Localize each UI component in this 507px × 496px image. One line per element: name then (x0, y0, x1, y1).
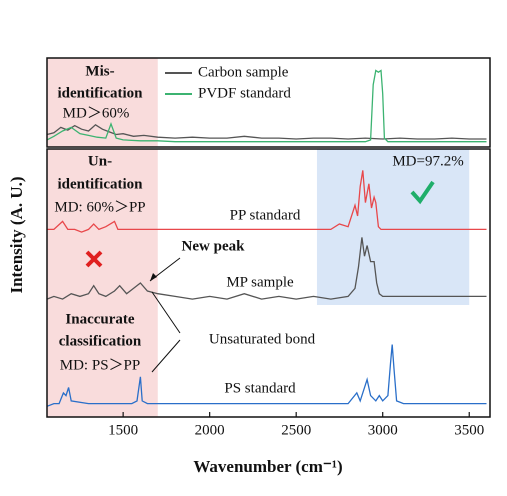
shaded-region (47, 58, 158, 147)
y-axis-label: Intensity (A. U.) (7, 176, 26, 293)
bottom-frame (46, 148, 491, 418)
annotation: Inaccurate (65, 311, 134, 327)
lines (46, 69, 487, 407)
x-axis-label: Wavenumber (cm⁻¹) (193, 457, 342, 476)
check-icon (410, 180, 435, 205)
series-label: PS standard (224, 380, 296, 396)
annotation: identification (58, 176, 144, 192)
x-tick-label: 2000 (195, 422, 225, 438)
annotation: identification (58, 85, 144, 101)
annotation: MD＞60% (63, 105, 130, 121)
annotation: MD: 60%＞PP (54, 199, 145, 215)
x-tick-label: 2500 (281, 422, 311, 438)
legend-label: Carbon sample (198, 64, 289, 80)
pointer-lines (151, 291, 181, 373)
spectrum-line (47, 170, 487, 233)
x-tick-label: 1500 (108, 422, 138, 438)
series-label: MP sample (226, 274, 294, 290)
spectrum-line (46, 237, 487, 300)
annotation: classification (59, 333, 142, 349)
shaded-region (47, 149, 158, 417)
top-frame (46, 57, 491, 148)
annotation: New peak (182, 238, 246, 254)
spectrum-line (46, 344, 487, 407)
annotation: Mis- (85, 63, 114, 79)
annotation: MD=97.2% (392, 153, 463, 169)
x-tick-label: 3500 (454, 422, 484, 438)
cross-icon (85, 250, 103, 268)
spectrum-line (46, 123, 487, 140)
spectrum-line (46, 69, 487, 143)
series-label: PP standard (230, 207, 301, 223)
annotation: Un- (88, 153, 112, 169)
annotation: MD: PS＞PP (60, 357, 140, 373)
x-tick-label: 3000 (368, 422, 398, 438)
spans (47, 58, 470, 417)
legend-label: PVDF standard (198, 85, 291, 101)
shaded-region (316, 149, 470, 305)
annotation: Unsaturated bond (209, 331, 316, 347)
arrow-head (150, 273, 157, 281)
